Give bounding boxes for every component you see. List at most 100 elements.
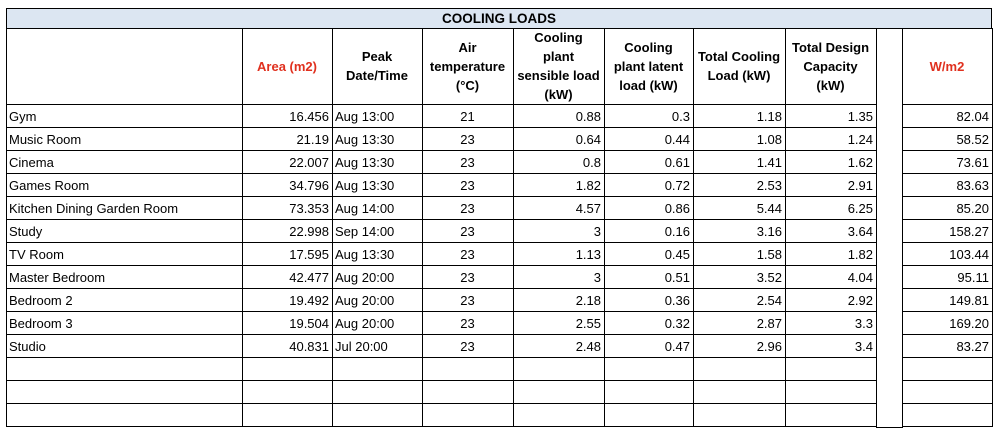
empty-cell: [242, 403, 333, 427]
row-label: Games Room: [6, 173, 243, 197]
empty-cell: [785, 403, 877, 427]
data-cell: 2.18: [513, 288, 605, 312]
data-cell: 0.61: [604, 150, 694, 174]
data-cell: 19.492: [242, 288, 333, 312]
empty-cell: [332, 403, 423, 427]
data-cell: 3.4: [785, 334, 877, 358]
data-cell: Aug 13:00: [332, 104, 423, 128]
data-cell: 1.13: [513, 242, 605, 266]
data-cell: 42.477: [242, 265, 333, 289]
data-cell: Sep 14:00: [332, 219, 423, 243]
empty-cell: [513, 403, 605, 427]
row-label: Kitchen Dining Garden Room: [6, 196, 243, 220]
empty-cell: [902, 357, 993, 381]
data-cell: 2.87: [693, 311, 786, 335]
data-cell: 0.32: [604, 311, 694, 335]
data-cell: 2.91: [785, 173, 877, 197]
empty-cell: [785, 357, 877, 381]
data-cell: Aug 13:30: [332, 127, 423, 151]
row-label: Study: [6, 219, 243, 243]
data-cell: Aug 13:30: [332, 150, 423, 174]
gap-cell: [876, 265, 903, 289]
data-cell: 2.48: [513, 334, 605, 358]
data-cell: 4.04: [785, 265, 877, 289]
gap-cell: [876, 127, 903, 151]
data-cell: 103.44: [902, 242, 993, 266]
column-header: Air temperature (°C): [422, 28, 514, 105]
empty-cell: [902, 403, 993, 427]
header-cell: [6, 28, 243, 105]
row-label: Studio: [6, 334, 243, 358]
column-header: Total Design Capacity (kW): [785, 28, 877, 105]
data-cell: 23: [422, 196, 514, 220]
data-cell: 0.64: [513, 127, 605, 151]
table-title: COOLING LOADS: [6, 8, 992, 29]
gap-cell: [876, 357, 903, 381]
data-cell: 3.64: [785, 219, 877, 243]
data-cell: 83.27: [902, 334, 993, 358]
data-cell: 23: [422, 127, 514, 151]
data-cell: 0.44: [604, 127, 694, 151]
gap-cell: [876, 380, 903, 404]
column-header: Peak Date/Time: [332, 28, 423, 105]
data-cell: 34.796: [242, 173, 333, 197]
data-cell: Aug 20:00: [332, 288, 423, 312]
data-cell: 0.47: [604, 334, 694, 358]
data-cell: 73.353: [242, 196, 333, 220]
data-cell: Aug 20:00: [332, 311, 423, 335]
data-cell: 1.41: [693, 150, 786, 174]
data-cell: 23: [422, 288, 514, 312]
row-label: Bedroom 2: [6, 288, 243, 312]
data-cell: 2.92: [785, 288, 877, 312]
data-cell: 22.998: [242, 219, 333, 243]
data-cell: 95.11: [902, 265, 993, 289]
data-cell: 23: [422, 242, 514, 266]
data-cell: Jul 20:00: [332, 334, 423, 358]
column-header: Cooling plant latent load (kW): [604, 28, 694, 105]
data-cell: 1.35: [785, 104, 877, 128]
data-cell: 2.96: [693, 334, 786, 358]
row-label: Bedroom 3: [6, 311, 243, 335]
empty-cell: [6, 357, 243, 381]
empty-cell: [513, 357, 605, 381]
empty-cell: [332, 357, 423, 381]
row-label: Gym: [6, 104, 243, 128]
data-cell: 149.81: [902, 288, 993, 312]
gap-cell: [876, 173, 903, 197]
empty-cell: [242, 357, 333, 381]
empty-cell: [604, 380, 694, 404]
empty-cell: [513, 380, 605, 404]
gap-cell: [876, 288, 903, 312]
data-cell: Aug 13:30: [332, 242, 423, 266]
data-cell: 83.63: [902, 173, 993, 197]
data-cell: 3.52: [693, 265, 786, 289]
data-cell: 3: [513, 265, 605, 289]
data-cell: Aug 13:30: [332, 173, 423, 197]
data-cell: 6.25: [785, 196, 877, 220]
data-cell: 1.62: [785, 150, 877, 174]
data-cell: 85.20: [902, 196, 993, 220]
data-cell: 23: [422, 311, 514, 335]
empty-cell: [693, 357, 786, 381]
row-label: TV Room: [6, 242, 243, 266]
data-cell: 23: [422, 219, 514, 243]
data-cell: 3.3: [785, 311, 877, 335]
data-cell: 73.61: [902, 150, 993, 174]
data-cell: 21.19: [242, 127, 333, 151]
empty-cell: [332, 380, 423, 404]
data-cell: 21: [422, 104, 514, 128]
data-cell: 2.55: [513, 311, 605, 335]
empty-cell: [693, 403, 786, 427]
data-cell: 0.8: [513, 150, 605, 174]
gap-cell: [876, 219, 903, 243]
empty-cell: [242, 380, 333, 404]
data-cell: 23: [422, 334, 514, 358]
gap-cell: [876, 196, 903, 220]
data-cell: 40.831: [242, 334, 333, 358]
empty-cell: [604, 403, 694, 427]
column-header: Cooling plant sensible load (kW): [513, 28, 605, 105]
data-cell: 0.16: [604, 219, 694, 243]
row-label: Music Room: [6, 127, 243, 151]
